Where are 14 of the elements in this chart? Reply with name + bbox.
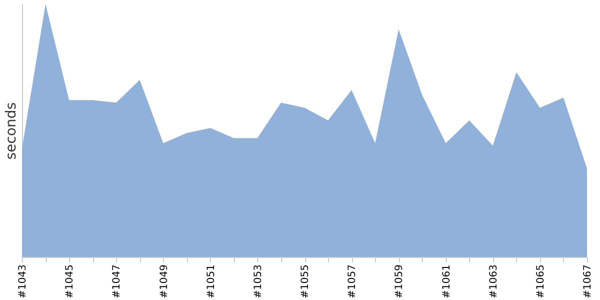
x-tick-label: #1057: [347, 264, 358, 298]
x-tick-label: #1051: [206, 264, 217, 298]
x-tick-label: #1055: [300, 264, 311, 298]
y-axis-title: seconds: [4, 102, 20, 160]
x-tick-label: #1065: [535, 264, 546, 298]
x-tick-label: #1063: [488, 264, 500, 298]
x-tick-label: #1045: [64, 264, 76, 298]
x-tick-label: #1067: [582, 264, 594, 298]
x-tick-label: #1049: [158, 264, 170, 298]
x-tick-label: #1053: [252, 264, 264, 298]
x-tick-label: #1047: [112, 264, 123, 298]
x-tick-label: #1043: [18, 264, 28, 298]
x-tick-label: #1061: [441, 264, 452, 298]
x-tick-label: #1059: [394, 264, 406, 298]
